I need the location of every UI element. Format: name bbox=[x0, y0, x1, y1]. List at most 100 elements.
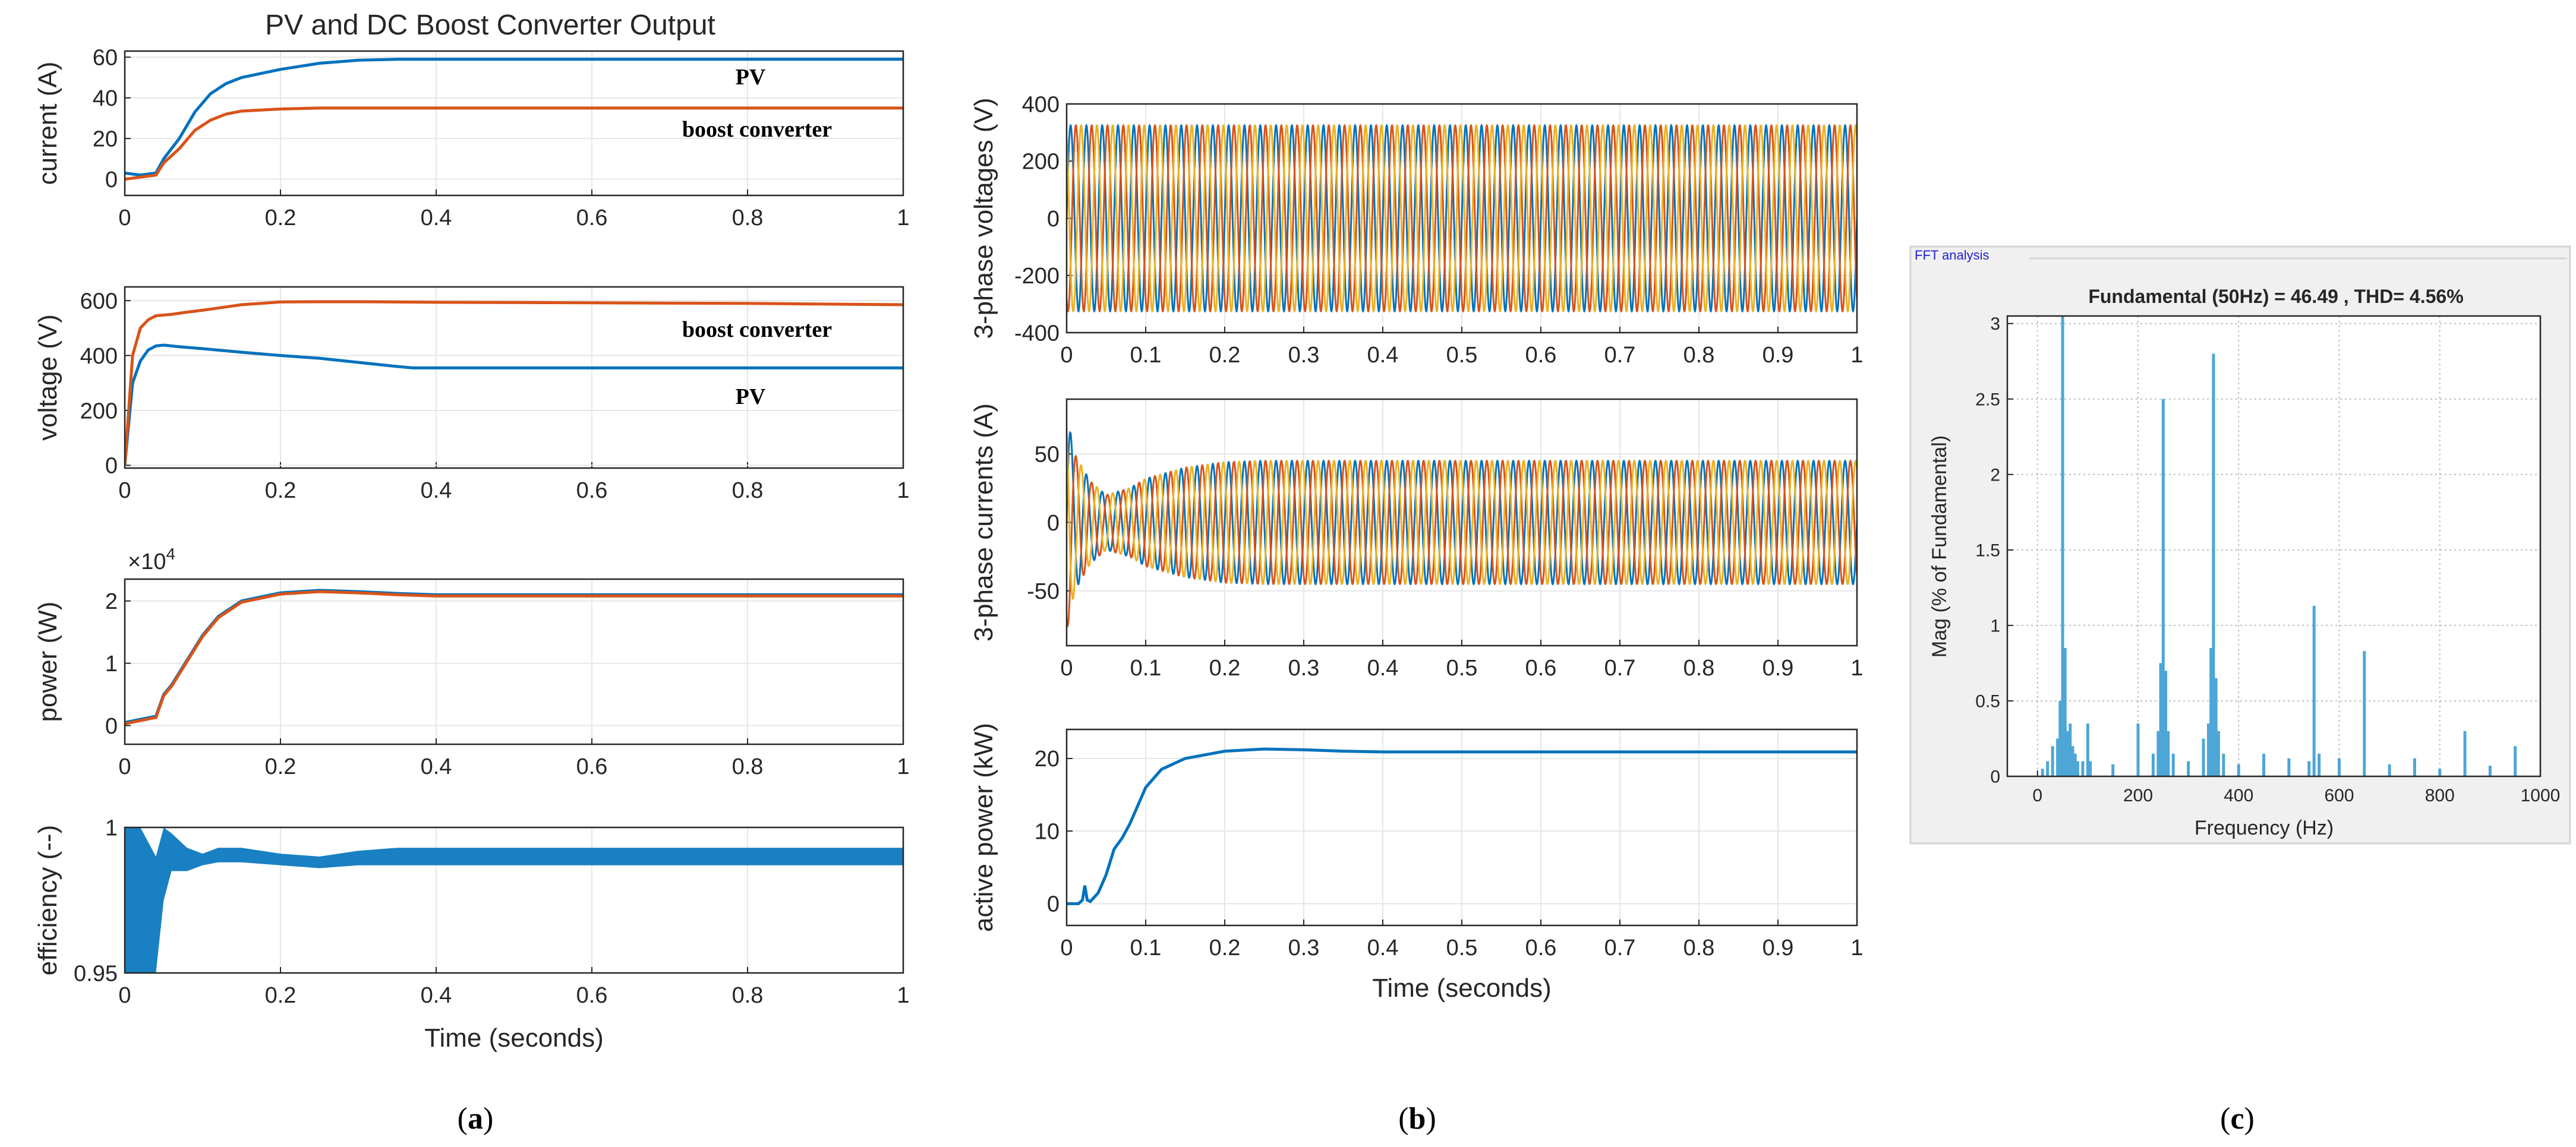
y-tick-label: -400 bbox=[1014, 321, 1060, 346]
fft-bar bbox=[2041, 769, 2044, 776]
x-tick-label: 0.8 bbox=[732, 754, 764, 779]
x-tick-label: 0.3 bbox=[1288, 343, 1320, 368]
x-tick-label: 0.2 bbox=[265, 983, 297, 1008]
y-tick-label: 400 bbox=[80, 344, 118, 369]
x-tick-label: 0 bbox=[2032, 786, 2042, 805]
y-tick-label: 400 bbox=[1022, 92, 1060, 117]
fft-bar bbox=[2514, 746, 2517, 776]
fft-bar bbox=[2051, 746, 2054, 776]
y-axis-label: power (W) bbox=[33, 602, 62, 722]
fft-bar bbox=[2171, 753, 2175, 776]
y-tick-label: 0 bbox=[1047, 892, 1060, 917]
x-tick-label: 0.3 bbox=[1288, 656, 1320, 681]
y-tick-label: 2 bbox=[105, 589, 118, 614]
series-boost-converter bbox=[125, 590, 903, 725]
panel-b-label: (b) bbox=[1398, 1102, 1436, 1136]
y-axis-label: current (A) bbox=[33, 62, 62, 185]
fft-bar bbox=[2086, 723, 2089, 776]
fft-bar bbox=[2222, 753, 2225, 776]
fft-bar bbox=[2216, 731, 2220, 776]
y-tick-label: 1 bbox=[105, 816, 118, 840]
x-tick-label: 0 bbox=[118, 206, 131, 230]
fft-bar bbox=[2111, 764, 2115, 776]
fft-bar bbox=[2159, 663, 2162, 776]
panel-b-xlabel: Time (seconds) bbox=[1372, 974, 1552, 1003]
x-tick-label: 0 bbox=[118, 983, 131, 1008]
plot-marks bbox=[2041, 316, 2517, 776]
y-tick-label: 50 bbox=[1035, 443, 1060, 467]
series-efficiency-band bbox=[125, 827, 903, 973]
x-tick-label: 0.7 bbox=[1604, 936, 1636, 960]
y-tick-label: 0 bbox=[105, 714, 118, 739]
fft-bar bbox=[2081, 761, 2085, 776]
panel-a-multiplier: ×104 bbox=[128, 545, 175, 574]
y-tick-label: 20 bbox=[1035, 747, 1060, 772]
x-tick-label: 0.1 bbox=[1130, 656, 1162, 681]
series-active-power bbox=[1067, 747, 1857, 905]
fft-window-title: FFT analysis bbox=[1915, 248, 1989, 263]
plot-area bbox=[125, 287, 903, 468]
fft-bar bbox=[2307, 761, 2311, 776]
fft-bar bbox=[2413, 758, 2416, 776]
y-axis-label: efficiency (--) bbox=[33, 825, 62, 975]
series-phase-3 bbox=[1067, 124, 1857, 313]
fft-bar bbox=[2287, 758, 2291, 776]
subplot-b2: 0 0.1 0.2 0.3 0.4 0.5 0.6 0.7 0.8 0.9 1 -50 0 50 3-pha… bbox=[969, 398, 1864, 681]
x-tick-label: 0.6 bbox=[576, 206, 608, 230]
fft-bar bbox=[2164, 671, 2168, 776]
panel-a-annotation-boost-current: boost converter bbox=[682, 117, 832, 142]
axes-frame bbox=[124, 286, 904, 469]
plot-marks bbox=[1067, 427, 1857, 628]
fft-bar bbox=[2338, 758, 2341, 776]
y-tick-label: 3 bbox=[1990, 314, 2000, 334]
x-tick-label: 0.8 bbox=[1683, 656, 1715, 681]
y-axis-label: active power (kW) bbox=[969, 723, 998, 932]
panel-a-xlabel: Time (seconds) bbox=[424, 1023, 604, 1053]
fft-bar bbox=[2438, 769, 2442, 776]
fft-bar bbox=[2156, 731, 2160, 776]
x-tick-label: 0.6 bbox=[1525, 343, 1557, 368]
plot-marks bbox=[125, 827, 903, 973]
x-tick-label: 0.4 bbox=[1367, 343, 1399, 368]
y-axis-label: 3-phase currents (A) bbox=[969, 403, 998, 642]
x-tick-label: 0.2 bbox=[1209, 343, 1241, 368]
x-tick-label: 0 bbox=[118, 754, 131, 779]
series-phase-2 bbox=[1067, 454, 1857, 628]
x-tick-label: 0 bbox=[118, 478, 131, 503]
y-tick-label: 60 bbox=[93, 46, 118, 71]
fft-bar bbox=[2388, 764, 2391, 776]
series-phase-1 bbox=[1067, 124, 1857, 313]
series-boost-converter bbox=[125, 300, 903, 466]
x-tick-label: 0.9 bbox=[1762, 936, 1794, 960]
y-tick-label: 0 bbox=[105, 454, 118, 479]
x-tick-label: 0.2 bbox=[265, 206, 297, 230]
x-tick-label: 0.1 bbox=[1130, 343, 1162, 368]
x-tick-label: 0.5 bbox=[1446, 936, 1478, 960]
fft-bar bbox=[2209, 648, 2213, 776]
x-tick-label: 0.6 bbox=[576, 754, 608, 779]
axes-frame bbox=[124, 50, 904, 197]
x-tick-label: 0.9 bbox=[1762, 343, 1794, 368]
panel-b: 0 0.1 0.2 0.3 0.4 0.5 0.6 0.7 0.8 0.9 1 -400 -200 0 20… bbox=[969, 92, 1864, 1136]
x-tick-label: 400 bbox=[2224, 786, 2253, 805]
x-tick-label: 0.8 bbox=[732, 206, 764, 230]
fft-bar bbox=[2063, 648, 2067, 776]
x-tick-label: 0.8 bbox=[732, 983, 764, 1008]
y-tick-label: 200 bbox=[1022, 150, 1060, 175]
y-tick-label: 0 bbox=[1047, 511, 1060, 536]
x-tick-label: 1 bbox=[897, 983, 909, 1008]
fft-bar bbox=[2212, 353, 2215, 776]
fft-bar bbox=[2151, 753, 2155, 776]
x-tick-label: 1000 bbox=[2521, 786, 2561, 805]
subplot-a2: 0 0.2 0.4 0.6 0.8 1 0 200 400 600 voltage (V) bbox=[33, 286, 910, 503]
fft-bar bbox=[2488, 766, 2492, 776]
fft-bar bbox=[2262, 753, 2266, 776]
y-tick-label: -200 bbox=[1014, 264, 1060, 289]
series-pv bbox=[125, 343, 903, 466]
fft-bar bbox=[2214, 678, 2218, 776]
x-tick-label: 0.7 bbox=[1604, 343, 1636, 368]
x-tick-label: 0.4 bbox=[421, 206, 452, 230]
y-tick-label: -50 bbox=[1027, 579, 1060, 604]
fft-bar bbox=[2056, 738, 2060, 776]
fft-chart-title: Fundamental (50Hz) = 46.49 , THD= 4.56% bbox=[2088, 286, 2463, 307]
